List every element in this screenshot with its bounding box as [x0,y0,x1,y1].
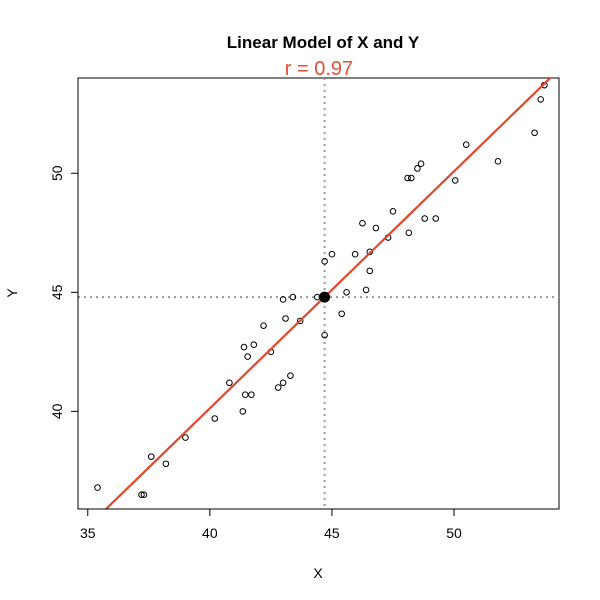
data-point-2 [138,491,145,499]
data-point-9 [239,408,247,415]
y-tick-label-45: 45 [49,284,65,300]
data-point-37 [389,208,397,215]
data-point-39 [404,174,411,182]
axes: 35 40 45 50 40 45 50 [49,165,462,541]
data-point-26 [321,258,328,265]
data-point-19 [287,372,294,379]
data-point-45 [451,177,459,184]
data-point-17 [274,384,282,391]
data-point-47 [494,158,502,165]
plot-area [78,78,559,509]
chart-subtitle: r = 0.97 [285,58,353,80]
x-tick-label-45: 45 [324,525,340,541]
data-point-15 [260,322,267,329]
y-tick-label-50: 50 [49,165,65,181]
regression-line [104,78,552,509]
data-point-11 [248,391,255,399]
y-axis-label: Y [4,288,20,298]
data-point-4 [147,453,155,460]
data-point-14 [250,341,258,348]
data-point-6 [182,434,189,441]
data-point-35 [372,224,380,232]
data-point-46 [462,141,470,148]
data-point-43 [421,215,429,222]
data-point-27 [328,250,336,258]
data-point-18 [279,379,287,387]
x-tick-label-50: 50 [446,525,462,541]
data-point-10 [241,391,249,399]
data-point-49 [537,96,544,103]
mean-point [319,291,331,303]
data-point-13 [244,353,251,360]
data-point-33 [366,267,374,275]
data-point-38 [405,229,413,237]
x-axis-label: X [313,565,323,581]
data-point-23 [296,317,304,325]
chart-title: Linear Model of X and Y [227,33,420,52]
data-point-5 [162,460,170,468]
y-tick-label-40: 40 [49,403,65,419]
data-point-25 [321,331,328,339]
plot-frame [77,77,560,510]
x-tick-label-40: 40 [202,525,218,541]
data-point-1 [94,484,101,491]
data-point-32 [362,286,370,294]
data-point-7 [211,415,219,422]
data-point-20 [282,315,289,322]
data-point-30 [351,250,359,258]
data-point-42 [417,160,425,168]
data-point-28 [338,310,345,318]
data-point-12 [240,343,248,351]
data-point-44 [432,215,439,222]
data-point-22 [289,293,297,301]
data-point-48 [531,129,538,137]
data-point-31 [359,219,366,227]
data-point-40 [407,174,415,182]
data-point-29 [343,289,350,296]
data-point-21 [279,296,287,303]
data-point-8 [226,379,233,387]
data-point-3 [140,491,148,499]
data-point-41 [414,165,421,172]
x-tick-label-35: 35 [80,525,96,541]
